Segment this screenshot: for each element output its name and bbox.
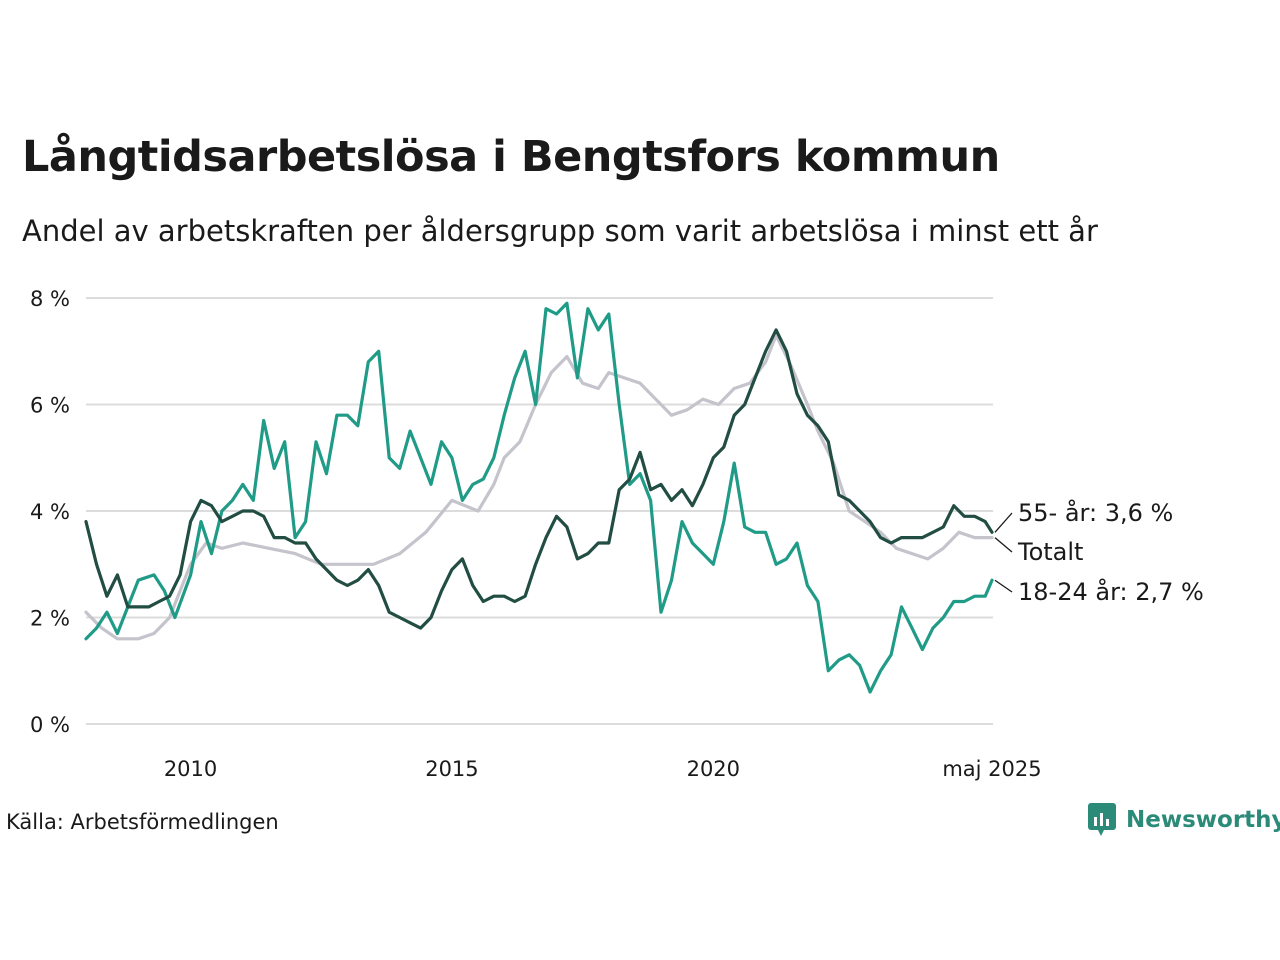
- x-tick-label: 2015: [425, 757, 478, 781]
- y-tick-label: 4 %: [30, 500, 70, 524]
- brand-name: Newsworthy: [1126, 807, 1280, 833]
- y-tick-label: 8 %: [30, 287, 70, 311]
- label-leader-line: [994, 512, 1013, 533]
- grid-layer: [86, 297, 993, 725]
- chart-subtitle: Andel av arbetskraften per åldersgrupp s…: [22, 214, 1098, 248]
- y-tick-label: 2 %: [30, 607, 70, 631]
- source-note: Källa: Arbetsförmedlingen: [6, 810, 279, 834]
- series-end-label: 55- år: 3,6 %: [1018, 498, 1173, 527]
- series-end-label: 18-24 år: 2,7 %: [1018, 577, 1204, 606]
- series-end-label: Totalt: [1017, 538, 1083, 566]
- x-tick-label: 2020: [687, 757, 740, 781]
- chart-title: Långtidsarbetslösa i Bengtsfors kommun: [22, 132, 1000, 182]
- series-line: [84, 333, 994, 641]
- y-tick-label: 0 %: [30, 713, 70, 737]
- y-tick-label: 6 %: [30, 394, 70, 418]
- end-label-layer: Totalt 18-24 år: 2,7 % 55- år: 3,6 %: [994, 498, 1204, 606]
- axis-layer: 0 % 2 % 4 % 6 % 8 % 2010 2015 2020 maj 2025: [30, 287, 1042, 781]
- newsworthy-logo-icon: [1088, 803, 1116, 836]
- brand-logo: Newsworthy: [1088, 803, 1280, 837]
- series-line: [84, 328, 994, 630]
- series-layer: [84, 301, 994, 694]
- label-leader-line: [994, 537, 1013, 553]
- label-leader-line: [994, 579, 1013, 593]
- series-line: [84, 301, 994, 694]
- x-tick-label: 2010: [164, 757, 217, 781]
- x-tick-label: maj 2025: [942, 757, 1041, 781]
